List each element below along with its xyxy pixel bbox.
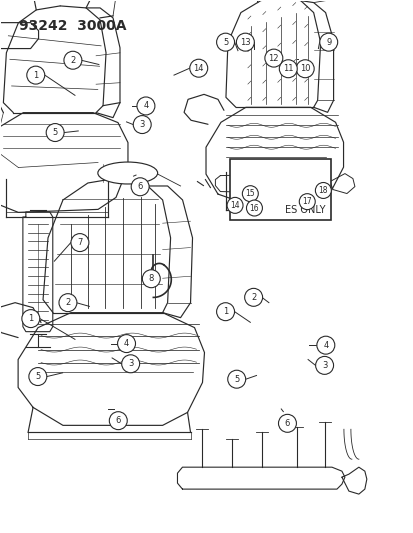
Circle shape xyxy=(242,185,258,201)
Circle shape xyxy=(227,370,245,388)
Text: 5: 5 xyxy=(233,375,239,384)
Circle shape xyxy=(133,116,151,134)
Text: 14: 14 xyxy=(193,64,204,72)
Circle shape xyxy=(319,33,337,51)
Text: 1: 1 xyxy=(33,70,38,79)
Circle shape xyxy=(227,197,242,213)
Text: 5: 5 xyxy=(223,38,228,47)
Circle shape xyxy=(137,97,154,115)
Text: 10: 10 xyxy=(299,64,310,73)
Text: 17: 17 xyxy=(302,197,311,206)
Circle shape xyxy=(117,335,135,352)
Circle shape xyxy=(316,336,334,354)
Circle shape xyxy=(315,357,333,374)
Circle shape xyxy=(71,233,89,252)
Text: 11: 11 xyxy=(282,64,293,73)
Text: 6: 6 xyxy=(137,182,142,191)
Text: 5: 5 xyxy=(35,372,40,381)
Text: 4: 4 xyxy=(323,341,328,350)
Circle shape xyxy=(216,303,234,321)
Text: 13: 13 xyxy=(240,38,250,47)
Circle shape xyxy=(296,60,313,78)
Circle shape xyxy=(216,33,234,51)
Text: 3: 3 xyxy=(128,359,133,368)
Text: 93242  3000A: 93242 3000A xyxy=(19,19,126,33)
Text: ES ONLY: ES ONLY xyxy=(285,205,325,215)
Ellipse shape xyxy=(97,162,157,184)
Text: 18: 18 xyxy=(318,186,328,195)
Text: 7: 7 xyxy=(77,238,83,247)
Text: 9: 9 xyxy=(325,38,330,47)
Circle shape xyxy=(109,411,127,430)
Text: 4: 4 xyxy=(143,101,148,110)
Text: 8: 8 xyxy=(148,274,154,283)
Text: 3: 3 xyxy=(139,120,145,129)
Text: 6: 6 xyxy=(284,419,290,428)
Circle shape xyxy=(299,193,314,209)
Bar xyxy=(229,159,330,220)
Text: 1: 1 xyxy=(223,307,228,316)
Text: 15: 15 xyxy=(245,189,254,198)
Circle shape xyxy=(142,270,160,288)
Circle shape xyxy=(236,33,254,51)
Circle shape xyxy=(22,310,40,328)
Circle shape xyxy=(278,414,296,432)
Circle shape xyxy=(279,60,297,78)
Text: 2: 2 xyxy=(65,298,70,307)
Circle shape xyxy=(59,294,77,312)
Circle shape xyxy=(64,51,82,69)
Text: 1: 1 xyxy=(28,314,33,323)
Circle shape xyxy=(27,66,45,84)
Text: 12: 12 xyxy=(268,54,278,62)
Circle shape xyxy=(244,288,262,306)
Circle shape xyxy=(315,182,330,198)
Text: 4: 4 xyxy=(123,339,129,348)
Text: 16: 16 xyxy=(249,204,259,213)
Text: 14: 14 xyxy=(230,201,239,210)
Text: 2: 2 xyxy=(70,56,75,64)
Circle shape xyxy=(189,59,207,77)
Circle shape xyxy=(29,368,47,385)
Circle shape xyxy=(131,178,149,196)
Circle shape xyxy=(46,124,64,141)
Circle shape xyxy=(264,49,282,67)
Circle shape xyxy=(121,355,139,373)
Circle shape xyxy=(246,200,262,216)
Text: 2: 2 xyxy=(250,293,256,302)
Text: 3: 3 xyxy=(321,361,327,370)
Text: 6: 6 xyxy=(115,416,121,425)
Text: 5: 5 xyxy=(52,128,58,137)
